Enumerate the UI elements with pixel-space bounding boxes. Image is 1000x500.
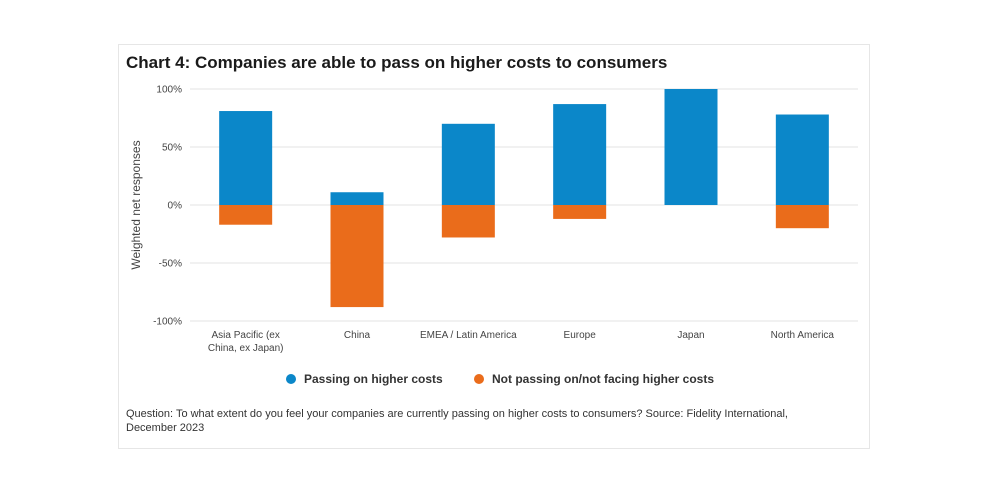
bar-not-passing-1 — [330, 205, 384, 308]
category-label: China — [344, 330, 371, 341]
category-label: EMEA / Latin America — [420, 330, 517, 341]
y-tick-label: -100% — [153, 317, 182, 328]
bar-not-passing-2 — [441, 205, 495, 238]
y-tick-label: 100% — [156, 85, 182, 96]
bar-passing-1 — [330, 192, 384, 205]
y-tick-label: 50% — [162, 143, 182, 154]
legend-item-passing: Passing on higher costs — [285, 372, 443, 386]
legend: Passing on higher costs Not passing on/n… — [0, 372, 1000, 387]
bar-not-passing-0 — [219, 205, 273, 225]
bar-not-passing-3 — [553, 205, 607, 219]
bar-passing-4 — [664, 89, 718, 205]
category-label: North America — [771, 330, 835, 341]
legend-label-not-passing: Not passing on/not facing higher costs — [492, 372, 715, 386]
y-tick-label: -50% — [159, 259, 182, 270]
bar-not-passing-5 — [775, 205, 829, 229]
gridlines — [190, 88, 858, 322]
category-label: Asia Pacific (ex China, ex Japan) — [208, 330, 284, 354]
footnote: Question: To what extent do you feel you… — [126, 408, 788, 434]
y-tick-labels: 100% 50% 0% -50% -100% — [153, 85, 182, 328]
chart-title: Chart 4: Companies are able to pass on h… — [126, 53, 668, 72]
bar-passing-0 — [219, 111, 273, 205]
bars — [219, 89, 829, 308]
legend-dot-passing — [285, 374, 296, 384]
bar-passing-5 — [775, 114, 829, 205]
legend-dot-not-passing — [474, 374, 485, 384]
category-labels: Asia Pacific (ex China, ex Japan) China EME… — [208, 330, 835, 354]
category-label: Europe — [564, 330, 597, 341]
legend-label-passing: Passing on higher costs — [303, 372, 443, 386]
y-axis-label: Weighted net responses — [129, 140, 143, 269]
legend-item-not-passing: Not passing on/not facing higher costs — [474, 372, 714, 386]
bar-passing-2 — [441, 123, 495, 205]
y-tick-label: 0% — [168, 201, 183, 212]
category-label: Japan — [677, 330, 704, 341]
bar-passing-3 — [553, 104, 607, 205]
